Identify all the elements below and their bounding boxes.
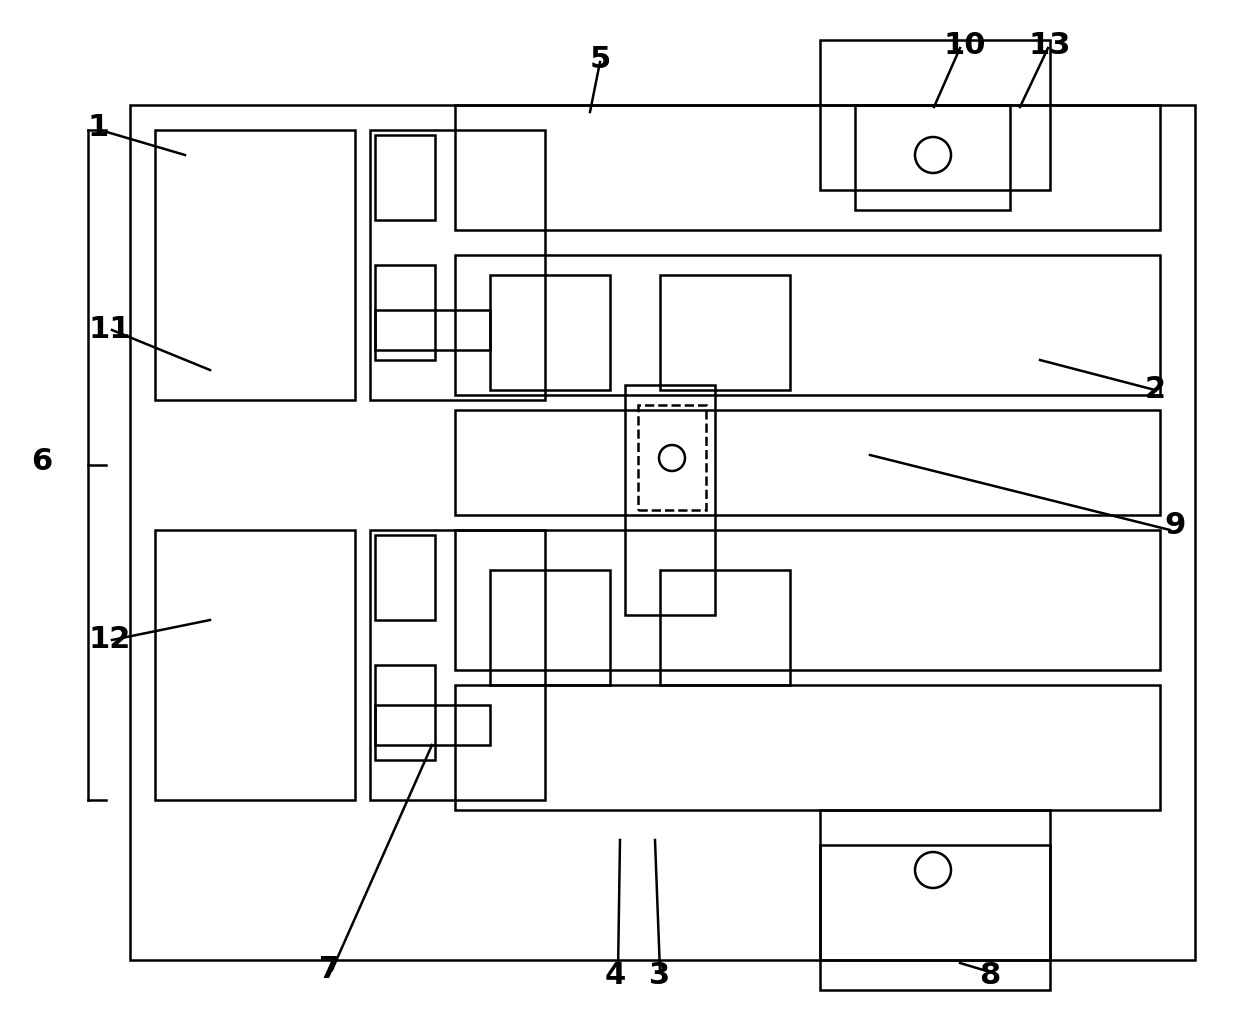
Bar	[455, 685, 1159, 810]
Text: 9: 9	[1164, 510, 1185, 539]
Bar	[820, 40, 1050, 190]
Text: 2: 2	[1145, 376, 1166, 405]
Bar	[455, 410, 1159, 515]
Text: 12: 12	[89, 625, 131, 654]
Bar	[490, 570, 610, 685]
Bar	[820, 810, 1050, 960]
Text: 5: 5	[589, 46, 610, 75]
Text: 6: 6	[31, 447, 52, 476]
Bar	[490, 275, 610, 390]
Bar	[455, 105, 1159, 230]
Bar	[374, 705, 490, 745]
Bar	[155, 130, 355, 400]
Text: 3: 3	[650, 960, 671, 989]
Bar	[856, 105, 1011, 210]
Text: 13: 13	[1029, 30, 1071, 59]
Text: 10: 10	[944, 30, 986, 59]
Bar	[455, 530, 1159, 670]
Text: 11: 11	[89, 316, 131, 345]
Text: 8: 8	[980, 960, 1001, 989]
Bar	[374, 265, 435, 360]
Bar	[370, 130, 546, 400]
Bar	[374, 135, 435, 220]
Bar	[374, 310, 490, 350]
Text: 4: 4	[604, 960, 626, 989]
Bar	[660, 570, 790, 685]
Bar	[820, 845, 1050, 990]
Bar	[374, 535, 435, 620]
Bar	[625, 385, 715, 615]
Bar	[660, 275, 790, 390]
Bar	[370, 530, 546, 800]
Bar	[639, 405, 706, 510]
Text: 1: 1	[87, 114, 109, 143]
Bar	[155, 530, 355, 800]
Bar	[374, 666, 435, 760]
Bar	[130, 105, 1195, 960]
Bar	[455, 255, 1159, 395]
Text: 7: 7	[320, 955, 341, 984]
